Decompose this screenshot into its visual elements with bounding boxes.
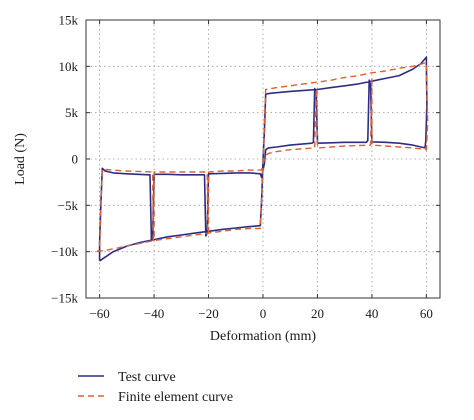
legend-label-finite-element-curve: Finite element curve <box>118 390 233 405</box>
x-tick-label: 60 <box>420 306 433 321</box>
legend: Test curve Finite element curve <box>78 370 233 405</box>
y-tick-label: −15k <box>51 291 78 306</box>
x-tick-label: 20 <box>311 306 324 321</box>
x-tick-label: 0 <box>260 306 267 321</box>
x-tick-label: −20 <box>198 306 218 321</box>
y-tick-label: −5k <box>58 198 79 213</box>
x-tick-label: −60 <box>89 306 109 321</box>
tick-layer: −60 −40 −20 0 20 40 60 −15k −10k −5k 0 5k 10k 15k <box>51 13 440 321</box>
x-tick-label: 40 <box>365 306 378 321</box>
x-axis-title: Deformation (mm) <box>210 329 316 344</box>
y-tick-label: 15k <box>59 13 79 28</box>
y-tick-label: 10k <box>59 59 79 74</box>
series-layer <box>96 56 429 262</box>
y-axis-title: Load (N) <box>13 133 28 185</box>
y-tick-label: 5k <box>65 105 79 120</box>
y-tick-label: −10k <box>51 244 78 259</box>
x-tick-label: −40 <box>144 306 164 321</box>
series-line-finite-element-curve <box>96 61 429 253</box>
legend-label-test-curve: Test curve <box>118 370 176 385</box>
y-tick-label: 0 <box>72 152 79 167</box>
